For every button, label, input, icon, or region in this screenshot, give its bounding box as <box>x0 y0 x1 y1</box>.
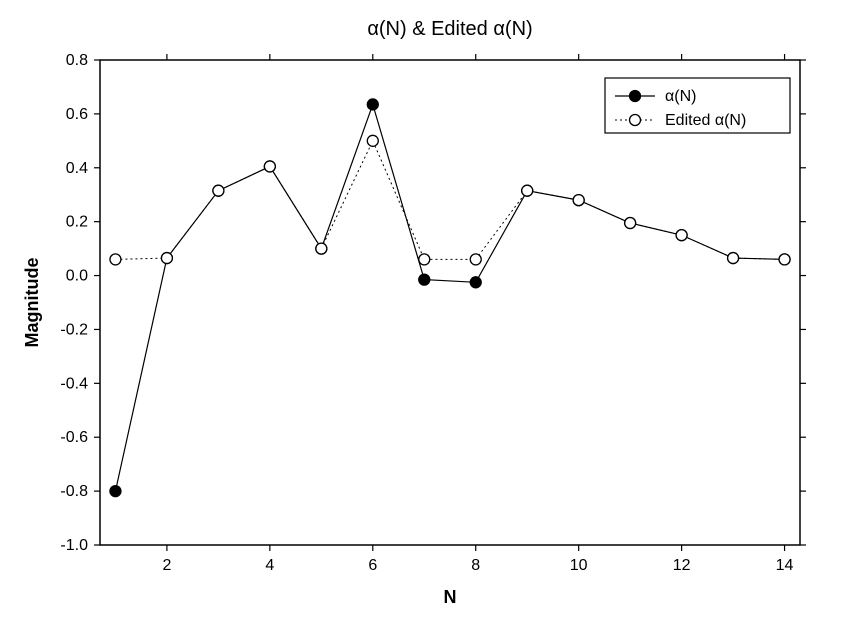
series-marker-1 <box>676 230 687 241</box>
y-tick-label: 0.8 <box>66 52 88 69</box>
series-marker-1 <box>470 254 481 265</box>
y-tick-label: -0.6 <box>60 429 88 446</box>
x-tick-label: 2 <box>162 557 171 574</box>
chart-container: α(N) & Edited α(N) 2 4 6 8 10 12 14 -1.0 -0.8 -0.6… <box>0 0 845 635</box>
x-axis-label: N <box>444 587 457 607</box>
series-marker-1 <box>573 195 584 206</box>
x-tick-label: 14 <box>776 557 794 574</box>
series-marker-0 <box>470 277 481 288</box>
series-marker-1 <box>264 161 275 172</box>
series-marker-1 <box>110 254 121 265</box>
x-tick-label: 10 <box>570 557 588 574</box>
series-marker-1 <box>367 135 378 146</box>
y-tick-label: -0.8 <box>60 483 88 500</box>
x-tick-label: 6 <box>368 557 377 574</box>
chart-svg: α(N) & Edited α(N) 2 4 6 8 10 12 14 -1.0 -0.8 -0.6… <box>0 0 845 635</box>
y-tick-label: -0.4 <box>60 375 88 392</box>
y-tick-label: 0.4 <box>66 160 88 177</box>
series-marker-1 <box>522 185 533 196</box>
series-marker-0 <box>419 274 430 285</box>
y-axis-label: Magnitude <box>22 258 42 348</box>
series-marker-1 <box>316 243 327 254</box>
series-marker-1 <box>213 185 224 196</box>
x-tick-label: 12 <box>673 557 691 574</box>
x-tick-label: 4 <box>265 557 274 574</box>
legend-label-0: α(N) <box>665 88 696 105</box>
chart-title: α(N) & Edited α(N) <box>367 18 532 40</box>
y-tick-label: 0.0 <box>66 268 88 285</box>
series-marker-0 <box>110 486 121 497</box>
series-marker-1 <box>728 253 739 264</box>
series-marker-1 <box>779 254 790 265</box>
series-marker-0 <box>367 99 378 110</box>
series-marker-1 <box>625 218 636 229</box>
series-marker-1 <box>419 254 430 265</box>
y-tick-label: -0.2 <box>60 321 88 338</box>
series-marker-1 <box>161 253 172 264</box>
y-tick-label: 0.6 <box>66 106 88 123</box>
x-tick-label: 8 <box>471 557 480 574</box>
y-tick-label: -1.0 <box>60 537 88 554</box>
y-tick-label: 0.2 <box>66 214 88 231</box>
legend-label-1: Edited α(N) <box>665 112 746 129</box>
